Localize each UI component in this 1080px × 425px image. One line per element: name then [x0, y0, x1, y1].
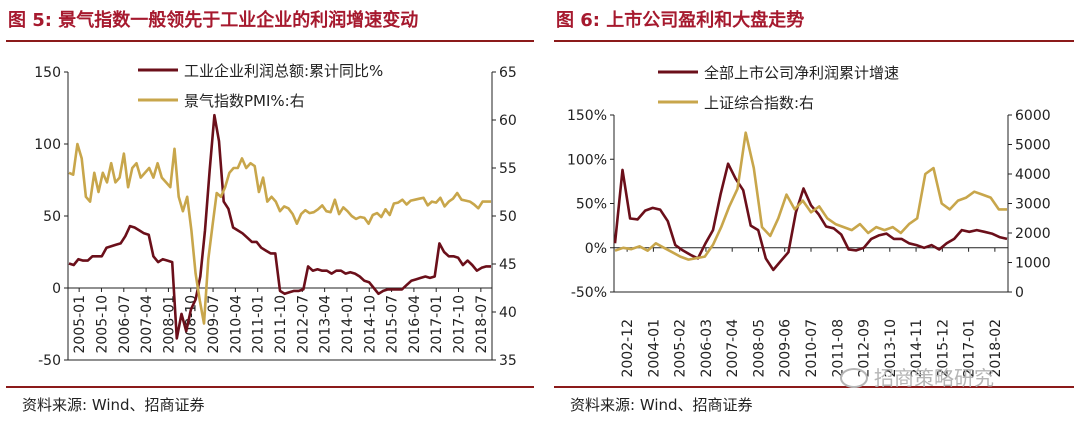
x-tick-label: 2018-02: [988, 319, 1004, 378]
x-tick-label: 2010-07: [804, 319, 820, 378]
right-tick-label: 40: [499, 305, 517, 321]
right-tick-label: 50: [499, 209, 517, 225]
right-tick-label: 0: [1015, 285, 1024, 301]
right-tick-label: 2000: [1015, 226, 1051, 242]
right-tick-label: 4000: [1015, 167, 1051, 183]
left-tick-label: -50%: [571, 285, 607, 301]
right-tick-label: 6000: [1015, 108, 1051, 124]
x-tick-label: 2005-10: [94, 295, 110, 354]
left-tick-label: 0%: [585, 241, 607, 257]
right-tick-label: 3000: [1015, 197, 1051, 213]
chart-title: 图 5: 景气指数一般领先于工业企业的利润增速变动: [8, 10, 419, 31]
left-tick-label: 100%: [567, 152, 607, 168]
left-tick-label: 0: [52, 281, 61, 297]
x-tick-label: 2014-01: [340, 295, 356, 354]
series-line-2: [68, 142, 491, 325]
x-tick-label: 2007-04: [725, 319, 741, 378]
x-tick-label: 2011-08: [830, 319, 846, 378]
x-tick-label: 2011-10: [273, 295, 289, 354]
right-tick-label: 5000: [1015, 138, 1051, 154]
left-tick-label: 50: [43, 209, 61, 225]
chart-panel-right: 图 6: 上市公司盈利和大盘走势 -50% 0% 50% 100% 150% 0 1000 2…: [548, 0, 1080, 425]
right-tick-label: 55: [499, 161, 517, 177]
x-tick-label: 2012-07: [295, 295, 311, 354]
chart-panel-left: 图 5: 景气指数一般领先于工业企业的利润增速变动 -50 0 50 100 150 35…: [6, 10, 534, 414]
x-tick-label: 2014-11: [909, 319, 925, 378]
left-tick-label: 150: [34, 65, 61, 81]
x-tick-label: 2013-04: [318, 295, 334, 354]
x-tick-label: 2010-04: [228, 295, 244, 354]
legend-label-1: 全部上市公司净利润累计增速: [704, 64, 899, 82]
x-tick-label: 2015-12: [935, 319, 951, 378]
right-tick-label: 35: [499, 353, 517, 369]
title-rule: [6, 40, 534, 42]
x-tick-label: 2009-06: [778, 319, 794, 378]
title-rule: [554, 40, 1074, 42]
x-tick-label: 2008-10: [184, 295, 200, 354]
series-line-2: [614, 131, 1007, 261]
source-note: 资料来源: Wind、招商证券: [22, 396, 205, 414]
x-tick-label: 2013-10: [883, 319, 899, 378]
series-line-1: [613, 162, 1008, 272]
x-tick-label: 2007-04: [139, 295, 155, 354]
x-tick-label: 2008-01: [161, 295, 177, 354]
left-tick-label: -50: [38, 353, 61, 369]
x-tick-label: 2018-07: [474, 295, 490, 354]
right-tick-label: 60: [499, 113, 517, 129]
legend-label-2: 景气指数PMI%:右: [184, 92, 305, 110]
x-tick-label: 2002-12: [620, 319, 636, 378]
x-tick-label: 2014-10: [362, 295, 378, 354]
x-tick-label: 2006-03: [699, 319, 715, 378]
legend-label-1: 工业企业利润总额:累计同比%: [184, 62, 383, 80]
x-tick-label: 2004-01: [646, 319, 662, 378]
left-tick-label: 50%: [576, 197, 607, 213]
left-tick-label: 100: [34, 137, 61, 153]
wechat-icon: [840, 367, 868, 388]
x-tick-label: 2005-01: [72, 295, 88, 354]
chart-title: 图 6: 上市公司盈利和大盘走势: [556, 10, 805, 31]
x-tick-label: 2015-07: [385, 295, 401, 354]
x-tick-label: 2008-05: [751, 319, 767, 378]
x-tick-label: 2017-01: [962, 319, 978, 378]
x-tick-label: 2009-07: [206, 295, 222, 354]
line-chart-left: -50 0 50 100 150 35 40 45 50 55 60 65 2005-01 2005-10…: [34, 62, 517, 369]
source-rule: [554, 386, 1074, 388]
x-tick-label: 2016-04: [407, 295, 423, 354]
left-tick-label: 150%: [567, 108, 607, 124]
watermark: 招商策略研究: [840, 362, 994, 391]
x-tick-label: 2017-01: [429, 295, 445, 354]
right-tick-label: 45: [499, 257, 517, 273]
watermark-text: 招商策略研究: [874, 366, 994, 390]
x-tick-label: 2006-07: [117, 295, 133, 354]
source-rule: [6, 386, 534, 388]
legend-label-2: 上证综合指数:右: [704, 94, 814, 112]
x-tick-label: 2011-01: [251, 295, 267, 354]
source-note: 资料来源: Wind、招商证券: [570, 396, 753, 414]
line-chart-right: -50% 0% 50% 100% 150% 0 1000 2000 3000 4000 5000 60…: [567, 64, 1051, 378]
x-tick-label: 2012-09: [857, 319, 873, 378]
series-line-1: [68, 113, 491, 340]
right-tick-label: 1000: [1015, 256, 1051, 272]
x-tick-label: 2005-02: [673, 319, 689, 378]
right-tick-label: 65: [499, 65, 517, 81]
x-tick-label: 2017-10: [452, 295, 468, 354]
